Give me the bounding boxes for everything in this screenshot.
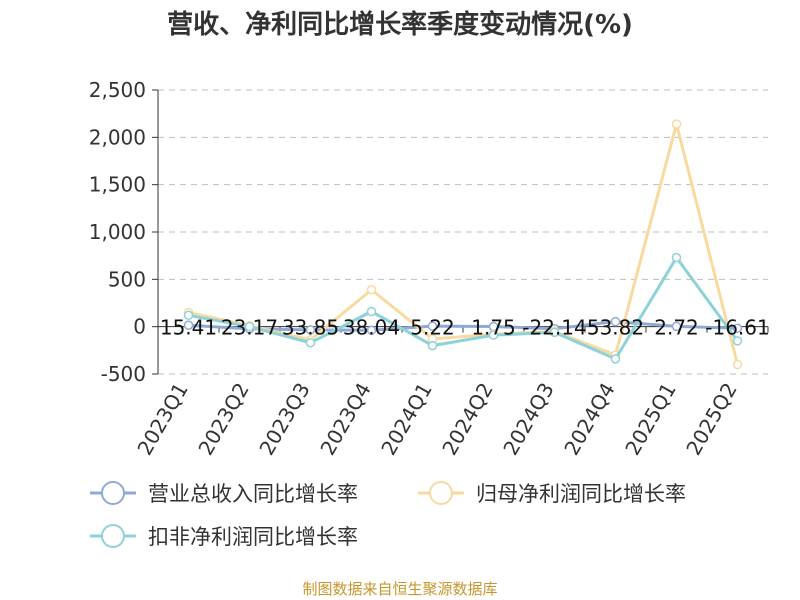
- data-label: 15.41: [160, 316, 217, 340]
- data-label: 53.82: [587, 316, 644, 340]
- data-point: [366, 306, 377, 317]
- data-label: 5.22: [410, 316, 455, 340]
- y-tick-label: 500: [108, 267, 146, 291]
- series-line-1: [188, 122, 739, 365]
- x-tick-label: 2024Q3: [498, 379, 558, 460]
- x-tick-label: 2025Q1: [620, 379, 680, 460]
- legend-marker: [429, 481, 453, 505]
- data-point: [427, 321, 438, 331]
- series-lines: [183, 119, 743, 370]
- x-axis: 2023Q1 2023Q2 2023Q3 2023Q4 2024Q1 2024Q2 2024…: [132, 326, 769, 460]
- x-tick-label: 2024Q1: [376, 379, 436, 460]
- data-point: [366, 325, 377, 336]
- legend-marker: [101, 481, 125, 505]
- data-label: -22.14: [522, 316, 586, 340]
- data-labels: 15.41 23.17 33.85 38.04 5.22 1.75 -22.14 53.82 2…: [160, 316, 770, 340]
- y-axis: -500 0 500 1,000 1,500 2,000 2,500: [89, 78, 159, 386]
- data-point: [732, 323, 743, 333]
- x-tick-label: 2023Q2: [193, 379, 253, 460]
- data-label: -16.61: [705, 316, 769, 340]
- data-point: [427, 340, 438, 351]
- data-label: 23.17: [221, 316, 278, 340]
- legend-label: 归母净利润同比增长率: [476, 482, 686, 506]
- data-point: [305, 325, 316, 335]
- series-line-0: [188, 320, 738, 332]
- data-point: [488, 330, 499, 340]
- legend-label: 扣非净利润同比增长率: [148, 525, 358, 549]
- y-tick-label: 2,000: [89, 125, 146, 149]
- data-point: [366, 284, 377, 295]
- y-tick-label: 1,500: [89, 173, 146, 197]
- data-point: [183, 310, 194, 321]
- x-tick-label: 2023Q3: [254, 379, 314, 460]
- data-point: [671, 252, 682, 263]
- x-tick-label: 2024Q4: [559, 379, 619, 460]
- y-tick-label: 0: [133, 315, 146, 339]
- legend-marker: [101, 524, 125, 548]
- data-point: [183, 320, 194, 330]
- chart-title: 营收、净利同比增长率季度变动情况(%): [167, 9, 633, 40]
- data-label: 1.75: [471, 316, 516, 340]
- y-tick-label: 2,500: [89, 78, 146, 102]
- data-point: [244, 321, 255, 332]
- grid-lines: [158, 89, 768, 375]
- legend-label: 营业总收入同比增长率: [148, 482, 358, 506]
- data-point: [610, 316, 621, 327]
- x-tick-label: 2023Q1: [132, 379, 192, 460]
- data-label: 2.72: [654, 316, 699, 340]
- data-point: [305, 338, 316, 348]
- data-label: 38.04: [343, 316, 400, 340]
- data-point: [671, 321, 682, 332]
- series-line-2: [188, 256, 739, 361]
- data-point: [610, 354, 621, 364]
- y-tick-label: -500: [101, 362, 146, 386]
- x-tick-label: 2025Q2: [681, 379, 741, 460]
- data-point: [732, 336, 743, 346]
- x-tick-label: 2024Q2: [437, 379, 497, 460]
- source-note: 制图数据来自恒生聚源数据库: [302, 580, 497, 598]
- data-point: [732, 359, 743, 370]
- data-label: 33.85: [282, 316, 339, 340]
- data-point: [549, 327, 560, 338]
- y-tick-label: 1,000: [89, 220, 146, 244]
- data-point: [671, 119, 682, 129]
- x-tick-label: 2023Q4: [315, 379, 375, 460]
